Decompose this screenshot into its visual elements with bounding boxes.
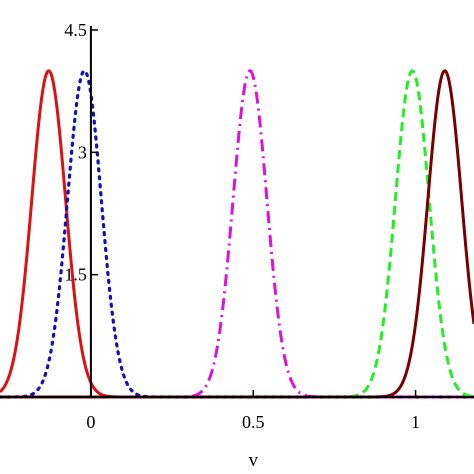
x-axis-label: v [248, 450, 258, 471]
series-layer [0, 69, 474, 399]
tick-layer: 0 0.5 1 1.5 3 4.5 [64, 20, 420, 432]
x-tick-label: 0 [86, 412, 95, 432]
series-line-3 [0, 69, 474, 399]
series-line-1 [0, 69, 474, 399]
series-line-4 [0, 69, 474, 399]
x-tick-label: 1 [411, 412, 420, 432]
y-tick-label: 1.5 [64, 265, 87, 285]
x-tick-label: 0.5 [242, 412, 265, 432]
y-tick-label: 4.5 [64, 20, 87, 40]
y-tick-label: 3 [78, 142, 87, 162]
series-line-5 [0, 69, 474, 399]
series-line-2 [0, 69, 474, 399]
